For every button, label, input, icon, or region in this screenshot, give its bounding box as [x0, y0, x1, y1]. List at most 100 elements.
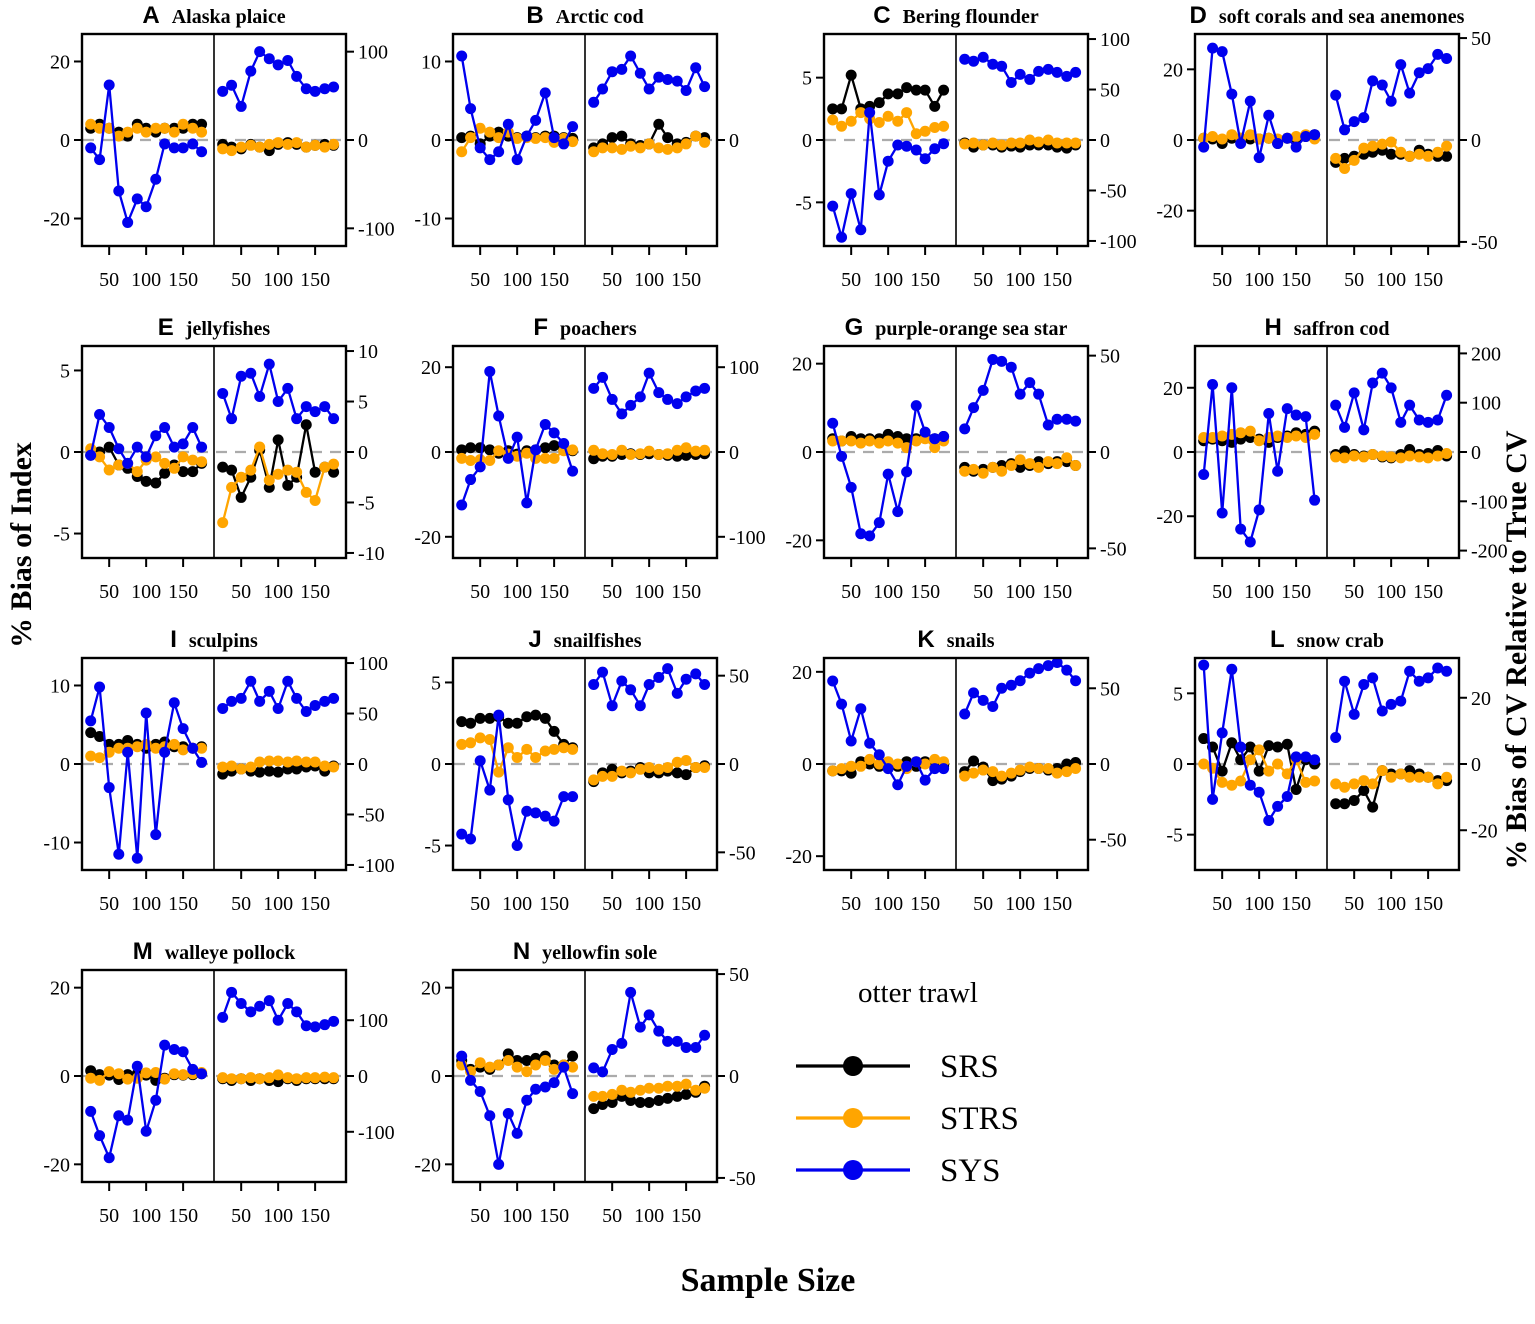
svg-text:0: 0	[729, 754, 739, 776]
series-strs-point	[1014, 454, 1026, 466]
svg-text:50: 50	[231, 581, 251, 603]
svg-text:-100: -100	[1471, 491, 1508, 513]
series-sys-point	[625, 399, 637, 411]
series-sys-point	[827, 675, 839, 687]
panel-frame	[80, 968, 348, 1184]
series-sys-point	[122, 216, 134, 228]
svg-text:-100: -100	[729, 527, 766, 549]
svg-text:5: 5	[358, 392, 368, 414]
series-sys-point	[511, 154, 523, 166]
svg-text:50: 50	[1212, 581, 1232, 603]
series-sys-point	[131, 441, 143, 453]
series-sys-point	[319, 1019, 331, 1031]
series-strs-point	[827, 114, 839, 126]
series-srs-point	[177, 466, 189, 478]
series-sys-point	[539, 1081, 551, 1093]
series-sys-point	[196, 441, 208, 453]
series-strs-point	[309, 494, 321, 506]
series-srs-point	[1281, 738, 1293, 750]
series-sys-point	[521, 130, 533, 142]
series-sys-point	[521, 805, 533, 817]
series-sys-point	[85, 1105, 97, 1117]
series-strs-point	[977, 467, 989, 479]
series-strs-point	[1367, 448, 1379, 460]
series-sys-point	[616, 63, 628, 75]
svg-text:10: 10	[358, 341, 378, 363]
series-strs-point	[282, 756, 294, 768]
series-srs-point	[1348, 794, 1360, 806]
series-sys-point	[929, 143, 941, 155]
series-strs-point	[1348, 778, 1360, 790]
series-sys-point	[465, 474, 477, 486]
series-strs-point	[680, 138, 692, 150]
svg-text:50: 50	[841, 581, 861, 603]
series-sys-point	[1281, 132, 1293, 144]
series-sys-point	[653, 387, 665, 399]
series-srs-point	[892, 88, 904, 100]
series-strs-point	[1014, 137, 1026, 149]
series-strs-point	[690, 762, 702, 774]
series-strs-point	[484, 1061, 496, 1073]
series-sys-point	[1367, 377, 1379, 389]
series-sys-point	[456, 1050, 468, 1062]
series-strs-point	[1024, 761, 1036, 773]
series-strs-point	[616, 1084, 628, 1096]
series-strs-point	[855, 437, 867, 449]
series-sys-point	[272, 1014, 284, 1026]
series-strs-point	[873, 117, 885, 129]
series-sys-point	[1198, 468, 1210, 480]
series-strs-point	[1061, 452, 1073, 464]
series-strs-point	[474, 1057, 486, 1069]
series-strs-point	[1441, 447, 1453, 459]
series-strs-point	[235, 763, 247, 775]
series-strs-point	[1290, 430, 1302, 442]
series-strs-point	[235, 141, 247, 153]
series-sys-point	[177, 723, 189, 735]
svg-text:50: 50	[99, 893, 119, 915]
series-strs-point	[567, 444, 579, 456]
svg-text:-50: -50	[729, 842, 756, 864]
series-strs-point	[1061, 137, 1073, 149]
series-srs-point	[85, 727, 97, 739]
series-sys-point	[328, 692, 340, 704]
svg-text:-20: -20	[1156, 201, 1183, 223]
series-sys-point	[959, 708, 971, 720]
series-sys-point	[1005, 679, 1017, 691]
series-strs-point	[1441, 771, 1453, 783]
series-sys-point	[1070, 675, 1082, 687]
series-strs-point	[300, 1072, 312, 1084]
svg-text:50: 50	[729, 666, 749, 688]
series-sys-point	[1216, 727, 1228, 739]
series-strs-point	[892, 115, 904, 127]
series-sys-point	[606, 393, 618, 405]
series-sys-point	[493, 1158, 505, 1170]
series-strs-point	[588, 146, 600, 158]
series-strs-point	[328, 761, 340, 773]
series-sys-point	[539, 810, 551, 822]
series-srs-point	[530, 709, 542, 721]
series-sys-point	[1207, 379, 1219, 391]
series-strs-point	[1263, 132, 1275, 144]
series-sys-point	[530, 1083, 542, 1095]
series-srs-point	[882, 88, 894, 100]
series-strs-point	[1309, 775, 1321, 787]
series-strs-point	[521, 447, 533, 459]
series-sys-point	[653, 71, 665, 83]
series-sys-point	[1042, 419, 1054, 431]
series-strs-point	[996, 139, 1008, 151]
series-sys-point	[1404, 665, 1416, 677]
series-strs-point	[1042, 134, 1054, 146]
series-sys-point	[113, 185, 125, 197]
svg-text:50: 50	[729, 964, 749, 986]
series-sys-point	[1272, 138, 1284, 150]
series-strs-point	[1376, 450, 1388, 462]
series-sys-point	[1253, 504, 1265, 516]
svg-text:0: 0	[1100, 754, 1110, 776]
series-strs-point	[634, 448, 646, 460]
svg-text:-50: -50	[358, 804, 385, 826]
svg-text:50: 50	[1344, 269, 1364, 291]
